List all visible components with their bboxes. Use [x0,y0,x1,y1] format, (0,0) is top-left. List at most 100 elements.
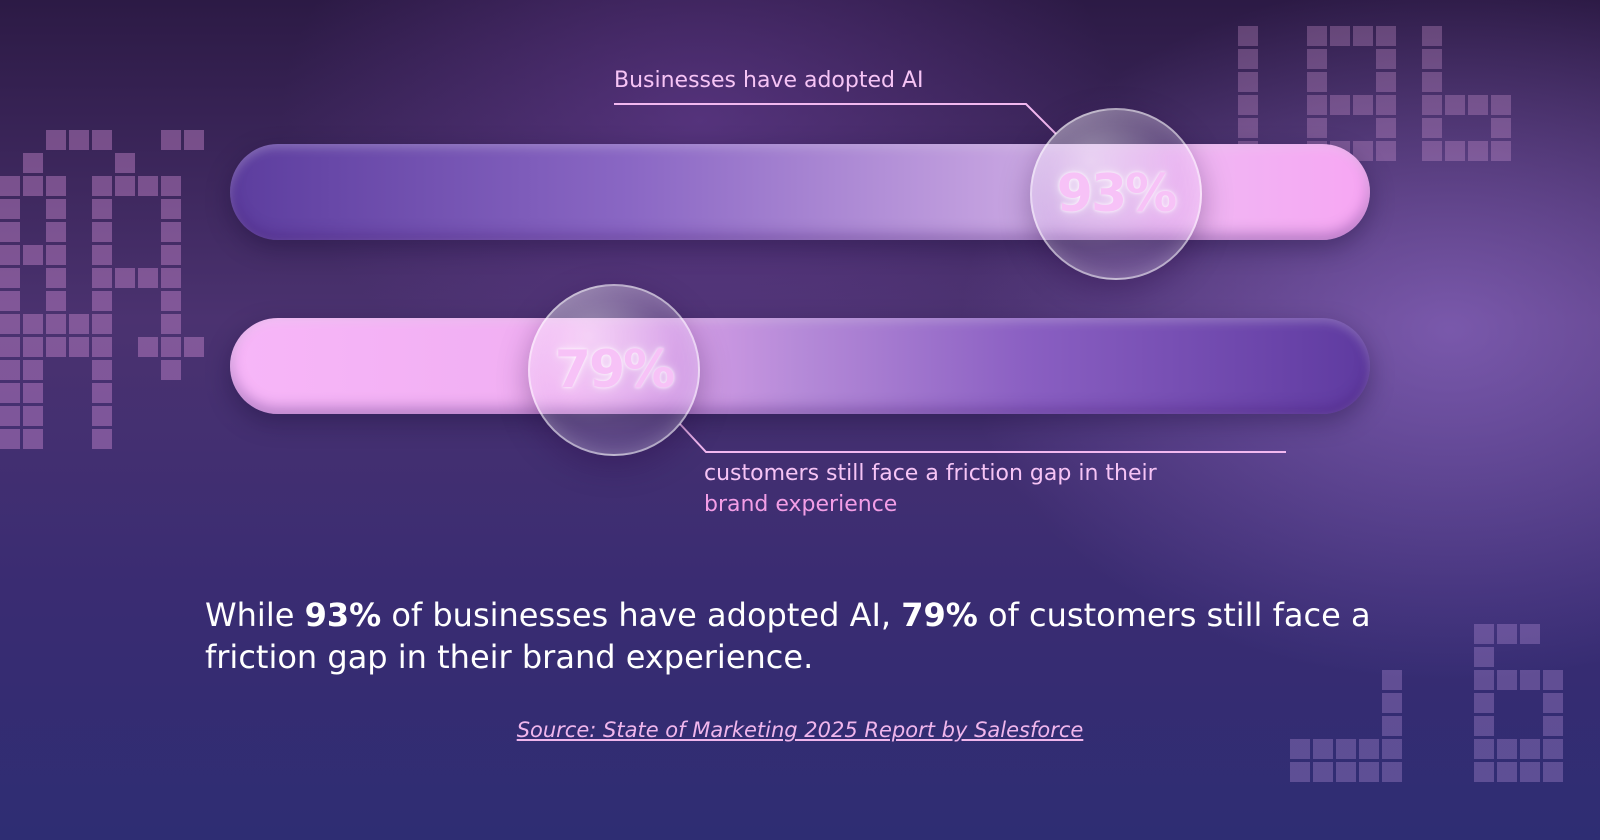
pixel-tile [1290,762,1310,782]
pixel-tile [0,176,20,196]
pixel-tile [92,245,112,265]
label-bottom-line1: customers still face a friction gap in t… [704,461,1157,486]
pixel-tile [92,337,112,357]
pixel-tile [46,314,66,334]
pixel-tile [1474,739,1494,759]
label-bottom-line2: brand experience [704,492,898,517]
pixel-tile [1353,26,1373,46]
pixel-tile [1376,118,1396,138]
pixel-tile [23,406,43,426]
pixel-tile [161,291,181,311]
pixel-tile [1422,49,1442,69]
pixel-tile [69,337,89,357]
pixel-tile [46,291,66,311]
pixel-tile [1336,762,1356,782]
pixel-tile [92,406,112,426]
pixel-tile [46,222,66,242]
pixel-tile [23,337,43,357]
pixel-tile [92,199,112,219]
pixel-tile [161,176,181,196]
headline-part3: of customers still face a friction gap i… [205,596,1371,676]
pixel-tile [92,429,112,449]
pixel-tile [1382,716,1402,736]
pixel-tile [1313,762,1333,782]
pixel-tile [1491,141,1511,161]
pixel-tile [46,337,66,357]
pixel-tile [161,245,181,265]
pixel-tile [1520,624,1540,644]
value-label-79: 79% [554,340,675,400]
pixel-tile [1543,716,1563,736]
pixel-tile [1445,141,1465,161]
pixel-tile [23,314,43,334]
pixel-tile [115,268,135,288]
pixel-tile [0,314,20,334]
pixel-tile [138,176,158,196]
pixel-tile [92,291,112,311]
pixel-tile [1238,118,1258,138]
pixel-tile [1445,95,1465,115]
headline-bold-93: 93% [304,596,382,634]
pixel-tile [0,268,20,288]
pixel-tile [0,291,20,311]
pixel-tile [1543,739,1563,759]
pixel-tile [1238,26,1258,46]
label-customers-friction-gap: customers still face a friction gap in t… [704,458,1304,520]
pixel-tile [92,383,112,403]
pixel-tile [23,153,43,173]
headline-text: While 93% of businesses have adopted AI,… [205,594,1425,678]
pixel-tile [1376,26,1396,46]
pixel-tile [1543,670,1563,690]
pixel-tile [1307,49,1327,69]
pixel-tile [1376,141,1396,161]
label-businesses-adopted-ai: Businesses have adopted AI [614,68,924,93]
pixel-tile [46,245,66,265]
pixel-tile [1468,95,1488,115]
source-link[interactable]: Source: State of Marketing 2025 Report b… [516,718,1084,742]
pixel-tile [92,360,112,380]
pixel-tile [0,222,20,242]
pixel-tile [1474,762,1494,782]
pixel-tile [1353,95,1373,115]
pixel-tile [1422,95,1442,115]
pixel-tile [1382,739,1402,759]
pixel-tile [92,268,112,288]
pixel-tile [1376,95,1396,115]
bottom-connector-line [679,423,1286,453]
pixel-tile [1474,670,1494,690]
pixel-tile [161,130,181,150]
pixel-tile [161,222,181,242]
pixel-tile [1353,141,1373,161]
pixel-tile [46,268,66,288]
pixel-tile [1497,670,1517,690]
pixel-tile [1543,762,1563,782]
pixel-tile [1330,95,1350,115]
pixel-tile [1376,72,1396,92]
pixel-tile [1382,693,1402,713]
pixel-tile [1520,670,1540,690]
pixel-tile [0,383,20,403]
pixel-tile [1382,670,1402,690]
pixel-tile [1422,118,1442,138]
pixel-tile [1382,762,1402,782]
pixel-tile [161,337,181,357]
pixel-tile [1307,95,1327,115]
pixel-tile [161,199,181,219]
pixel-tile [69,314,89,334]
pixel-tile [1491,118,1511,138]
pixel-tile [1497,624,1517,644]
pixel-tile [1359,739,1379,759]
pixel-tile [1543,693,1563,713]
pixel-tile [161,360,181,380]
pixel-tile [69,130,89,150]
headline-bold-79: 79% [901,596,978,634]
pixel-tile [1307,72,1327,92]
pixel-tile [46,199,66,219]
pixel-tile [1307,26,1327,46]
pixel-tile [1238,49,1258,69]
pixel-tile [115,176,135,196]
pixel-tile [23,176,43,196]
pixel-tile [92,176,112,196]
pixel-tile [1422,72,1442,92]
